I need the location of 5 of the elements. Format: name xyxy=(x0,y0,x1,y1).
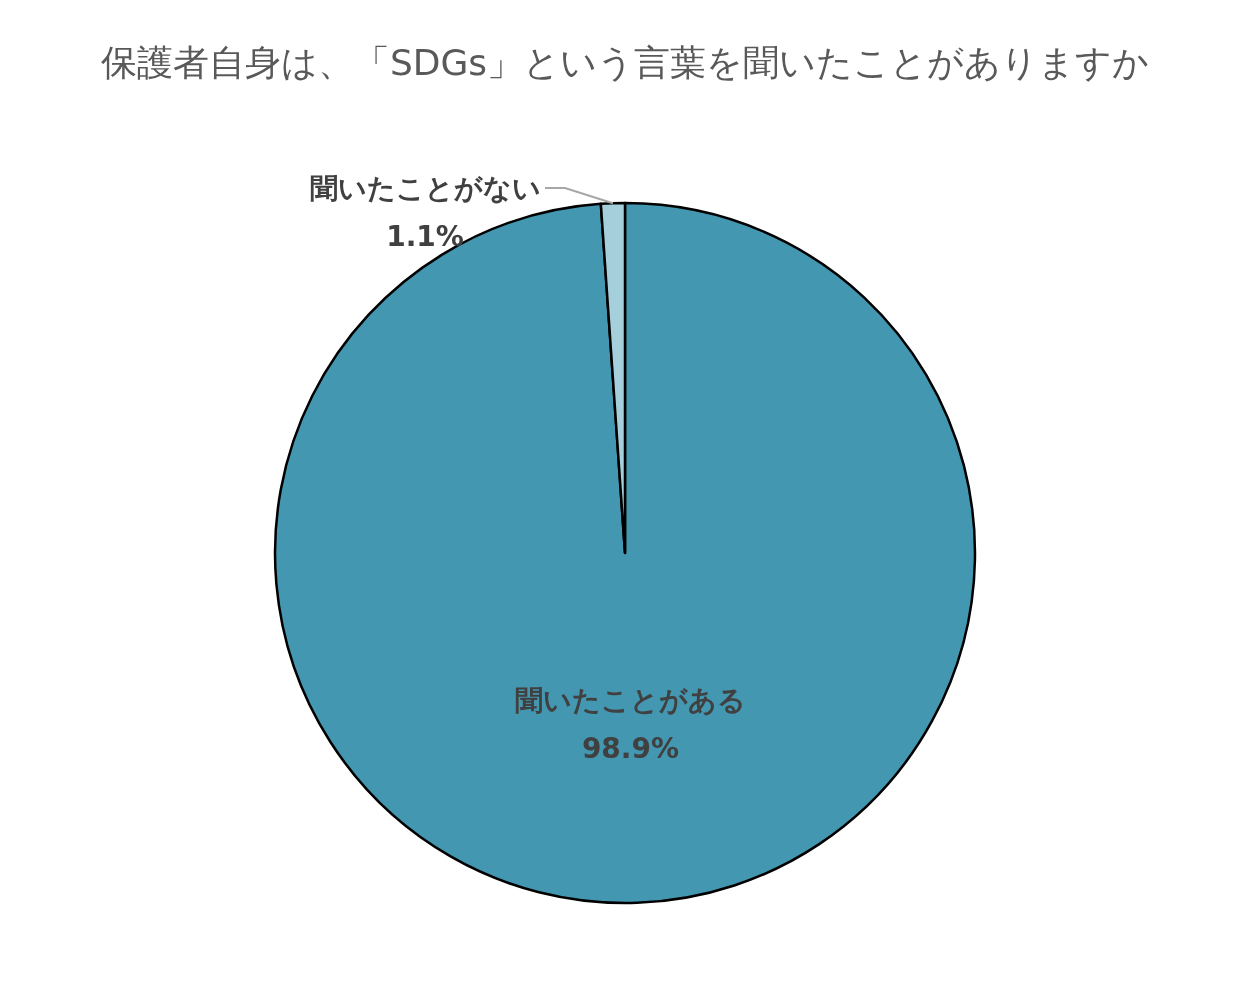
chart-title: 保護者自身は、「SDGs」という言葉を聞いたことがありますか xyxy=(100,42,1150,83)
slice-label: 聞いたことがある xyxy=(514,684,746,718)
data-label: 1.1% xyxy=(386,220,464,253)
data-label: 98.9% xyxy=(581,732,680,766)
slice-label: 聞いたことがない xyxy=(309,172,541,205)
